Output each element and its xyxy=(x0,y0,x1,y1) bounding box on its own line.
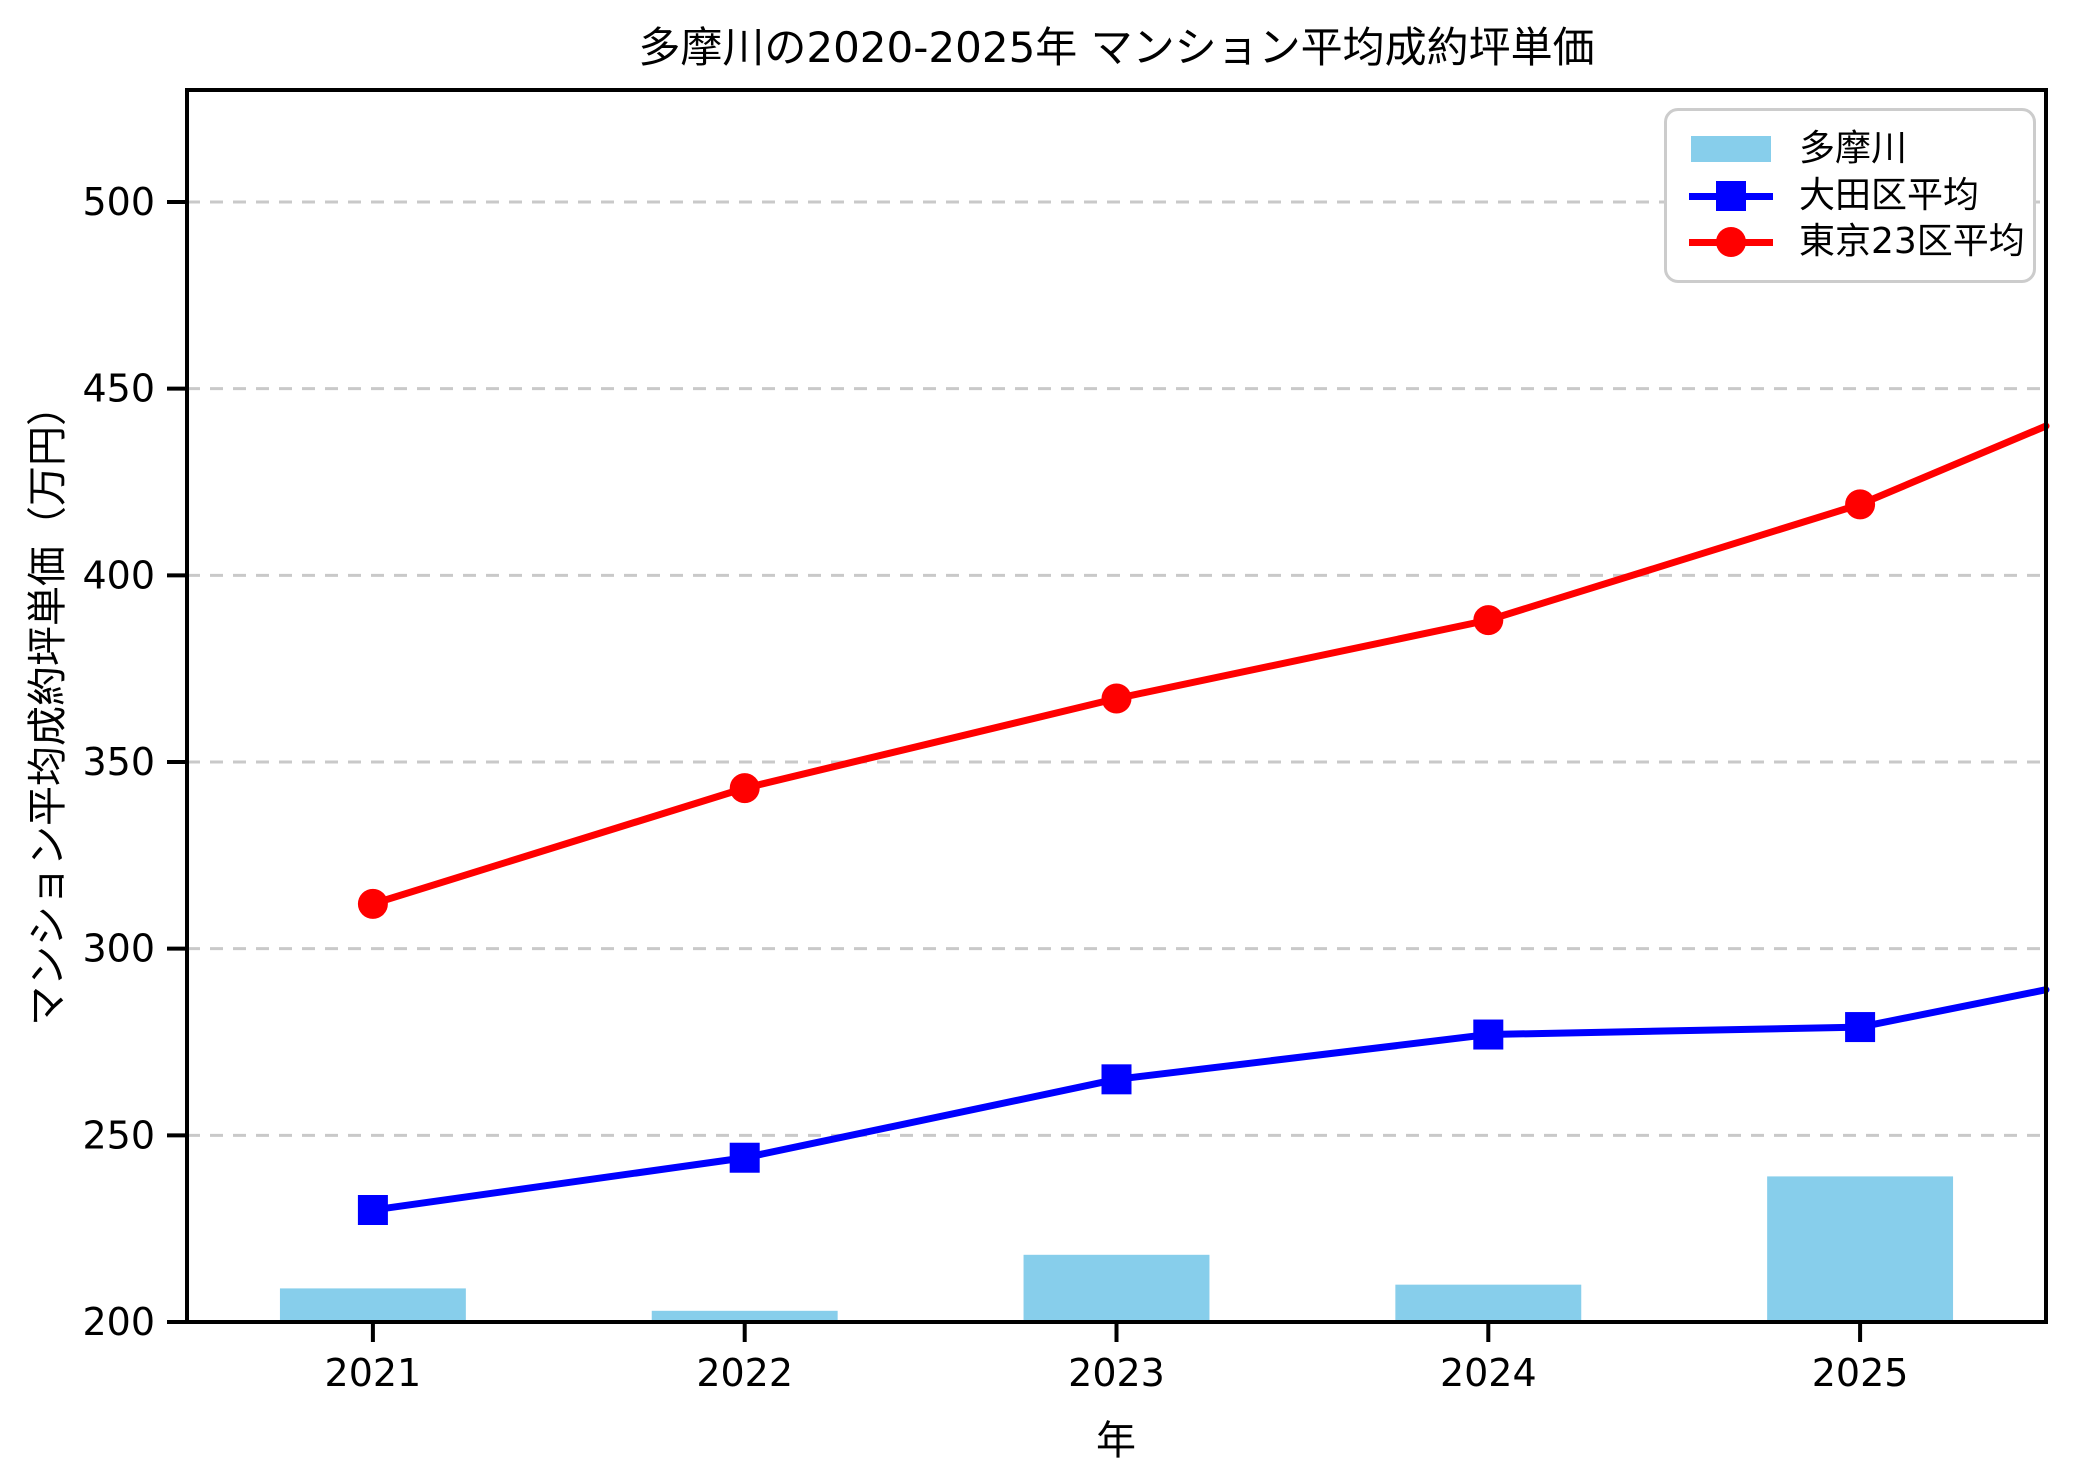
x-tick-label-2025: 2025 xyxy=(1812,1351,1909,1395)
bar-2021 xyxy=(279,1288,466,1322)
line-series-0 xyxy=(369,986,2050,1214)
marker-circle-2022 xyxy=(729,773,760,804)
legend: 多摩川 大田区平均 東京23区平均 xyxy=(1664,108,2036,283)
marker-circle-2021 xyxy=(357,888,388,919)
y-tick-label-350: 350 xyxy=(82,740,155,784)
marker-square-2024 xyxy=(1473,1019,1504,1050)
y-tick-label-250: 250 xyxy=(82,1113,155,1157)
y-tick-label-450: 450 xyxy=(82,367,155,411)
bar-2022 xyxy=(651,1310,838,1322)
x-tick-label-2021: 2021 xyxy=(325,1351,422,1395)
legend-line-square-swatch xyxy=(1689,177,1773,215)
x-tick-label-2023: 2023 xyxy=(1068,1351,1165,1395)
x-axis-label: 年 xyxy=(1096,1418,1136,1464)
legend-line-circle-swatch xyxy=(1689,223,1773,261)
bar-2024 xyxy=(1395,1284,1582,1322)
marker-circle-2024 xyxy=(1473,605,1504,636)
bar-2023 xyxy=(1023,1254,1210,1322)
legend-item-tokyo23: 東京23区平均 xyxy=(1689,220,2025,264)
legend-item-tamagawa: 多摩川 xyxy=(1689,127,2013,171)
y-tick-label-500: 500 xyxy=(82,180,155,224)
marker-square-2021 xyxy=(357,1195,388,1225)
legend-item-ota: 大田区平均 xyxy=(1689,174,2013,218)
marker-square-2025 xyxy=(1845,1012,1876,1043)
y-tick-label-200: 200 xyxy=(82,1300,155,1344)
legend-label: 多摩川 xyxy=(1799,128,1908,169)
legend-label: 大田区平均 xyxy=(1799,174,1980,216)
x-tick-label-2024: 2024 xyxy=(1440,1351,1537,1395)
x-tick-label-2022: 2022 xyxy=(696,1351,793,1395)
y-tick-label-400: 400 xyxy=(82,553,155,597)
legend-bar-swatch xyxy=(1689,130,1773,168)
chart-title: 多摩川の2020-2025年 マンション平均成約坪単価 xyxy=(638,23,1595,72)
legend-label: 東京23区平均 xyxy=(1799,221,2025,262)
bar-2025 xyxy=(1767,1176,1954,1322)
marker-square-2022 xyxy=(729,1142,760,1173)
marker-circle-2023 xyxy=(1101,683,1132,714)
line-series-1 xyxy=(369,422,2050,908)
marker-square-2023 xyxy=(1101,1064,1132,1095)
y-axis-label: マンション平均成約坪単価（万円） xyxy=(25,386,71,1026)
y-tick-label-300: 300 xyxy=(82,927,155,971)
marker-circle-2025 xyxy=(1845,489,1876,520)
